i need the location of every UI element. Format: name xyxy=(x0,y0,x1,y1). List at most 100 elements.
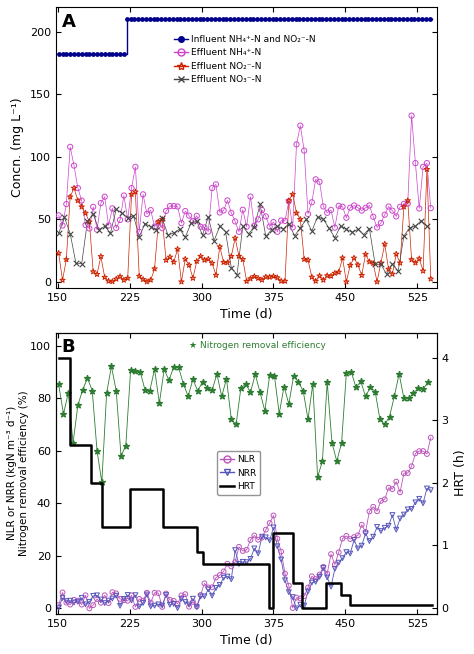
Point xyxy=(124,590,131,600)
Point xyxy=(376,14,384,25)
Point xyxy=(246,535,254,545)
Point xyxy=(308,577,316,588)
Point xyxy=(66,599,74,610)
Point xyxy=(405,393,412,404)
Point xyxy=(316,177,323,187)
Point xyxy=(301,254,308,264)
Point xyxy=(120,275,128,285)
Point xyxy=(362,526,369,537)
Point xyxy=(210,235,218,246)
Point xyxy=(277,276,285,286)
Point xyxy=(208,591,216,601)
Point xyxy=(232,419,240,430)
Point xyxy=(312,276,319,286)
Point xyxy=(343,213,350,223)
Point xyxy=(61,213,68,223)
Point xyxy=(131,14,138,25)
Point xyxy=(170,201,178,211)
Point xyxy=(170,362,178,372)
Point xyxy=(373,222,381,233)
Point xyxy=(262,271,270,282)
Point xyxy=(295,377,302,387)
Point xyxy=(385,483,392,493)
Point xyxy=(89,385,96,396)
Point xyxy=(270,510,277,521)
Point xyxy=(143,587,151,598)
Point xyxy=(297,223,304,233)
Point xyxy=(314,472,321,482)
Point xyxy=(228,414,235,424)
Point xyxy=(181,14,188,25)
Point xyxy=(349,14,357,25)
Point xyxy=(316,271,323,281)
Point xyxy=(280,14,288,25)
Legend: NLR, NRR, HRT: NLR, NRR, HRT xyxy=(217,451,260,494)
Point xyxy=(151,364,158,374)
Point xyxy=(136,232,143,242)
Point xyxy=(182,254,189,264)
Point xyxy=(266,535,273,545)
Point xyxy=(323,207,331,218)
Point xyxy=(419,383,427,394)
Point xyxy=(193,601,201,611)
Point xyxy=(343,547,350,557)
Point xyxy=(151,587,158,598)
Point xyxy=(371,387,379,397)
Point xyxy=(199,377,206,387)
Point xyxy=(396,513,404,524)
Point xyxy=(319,214,327,224)
Point xyxy=(208,183,216,194)
Point xyxy=(266,222,273,232)
Point xyxy=(160,364,168,375)
Point xyxy=(251,220,258,231)
Point xyxy=(231,216,239,227)
Point xyxy=(291,230,298,241)
Point xyxy=(239,546,246,557)
Point xyxy=(143,209,151,219)
Point xyxy=(246,554,254,564)
Point xyxy=(406,222,413,233)
Point xyxy=(132,186,139,197)
Point xyxy=(358,519,365,530)
Point xyxy=(414,383,422,393)
Point xyxy=(389,205,396,216)
Point xyxy=(213,369,221,379)
Point xyxy=(243,222,250,232)
Point xyxy=(78,49,85,60)
Point xyxy=(109,593,116,604)
Point xyxy=(169,14,177,25)
Point xyxy=(105,220,112,231)
Point xyxy=(74,400,82,411)
Point xyxy=(208,385,216,395)
Point xyxy=(365,506,373,517)
Point xyxy=(83,373,91,383)
Point xyxy=(90,600,97,610)
Point xyxy=(60,409,67,419)
Point xyxy=(366,382,374,392)
Point xyxy=(373,277,381,287)
Point xyxy=(239,557,246,567)
Point xyxy=(300,386,307,396)
Point xyxy=(212,572,220,583)
Point xyxy=(365,256,373,267)
Point xyxy=(380,14,388,25)
Point xyxy=(63,596,70,606)
Point xyxy=(112,386,120,396)
Point xyxy=(155,599,162,610)
Point xyxy=(265,14,273,25)
Point xyxy=(325,223,333,233)
Point xyxy=(74,596,82,607)
Point xyxy=(108,361,115,371)
Point xyxy=(410,388,417,398)
Point xyxy=(123,14,130,25)
Point xyxy=(423,164,431,175)
Point xyxy=(235,542,243,552)
Point xyxy=(327,549,335,559)
Point xyxy=(223,373,230,384)
Point xyxy=(97,251,105,262)
Point xyxy=(399,14,407,25)
Point xyxy=(408,504,415,514)
Point xyxy=(176,224,183,234)
Point xyxy=(335,201,343,211)
Point xyxy=(86,603,93,613)
